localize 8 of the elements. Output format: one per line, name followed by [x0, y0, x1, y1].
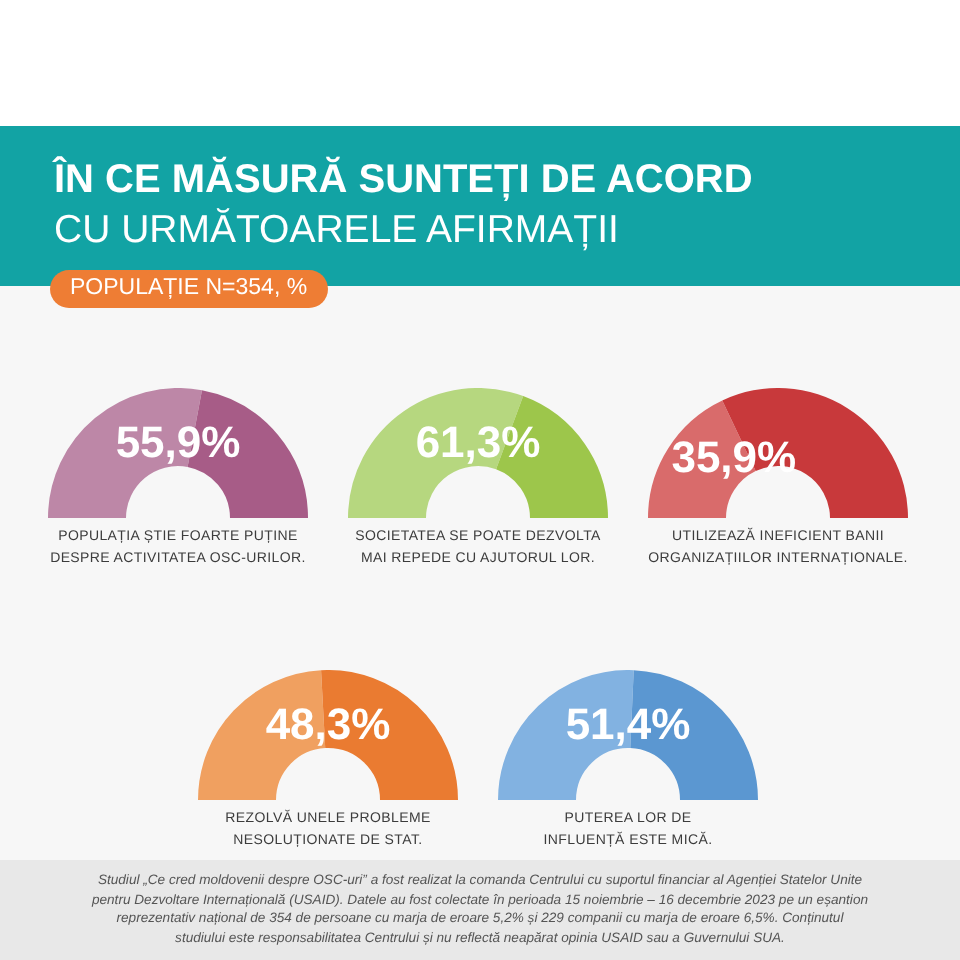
data-label: 51,4%	[565, 699, 691, 750]
text: POPULAȚIE N=354, %	[50, 270, 328, 308]
data-label: 61,3%	[415, 417, 541, 468]
chart-subtitle: CU URMĂTOARELE AFIRMAȚII	[54, 208, 619, 252]
data-label: 55,9%	[115, 417, 241, 468]
data-label: 48,3%	[265, 699, 391, 750]
data-label: 35,9%	[671, 432, 797, 483]
text: ÎN CE MĂSURĂ SUNTEȚI DE ACORD	[54, 158, 753, 202]
